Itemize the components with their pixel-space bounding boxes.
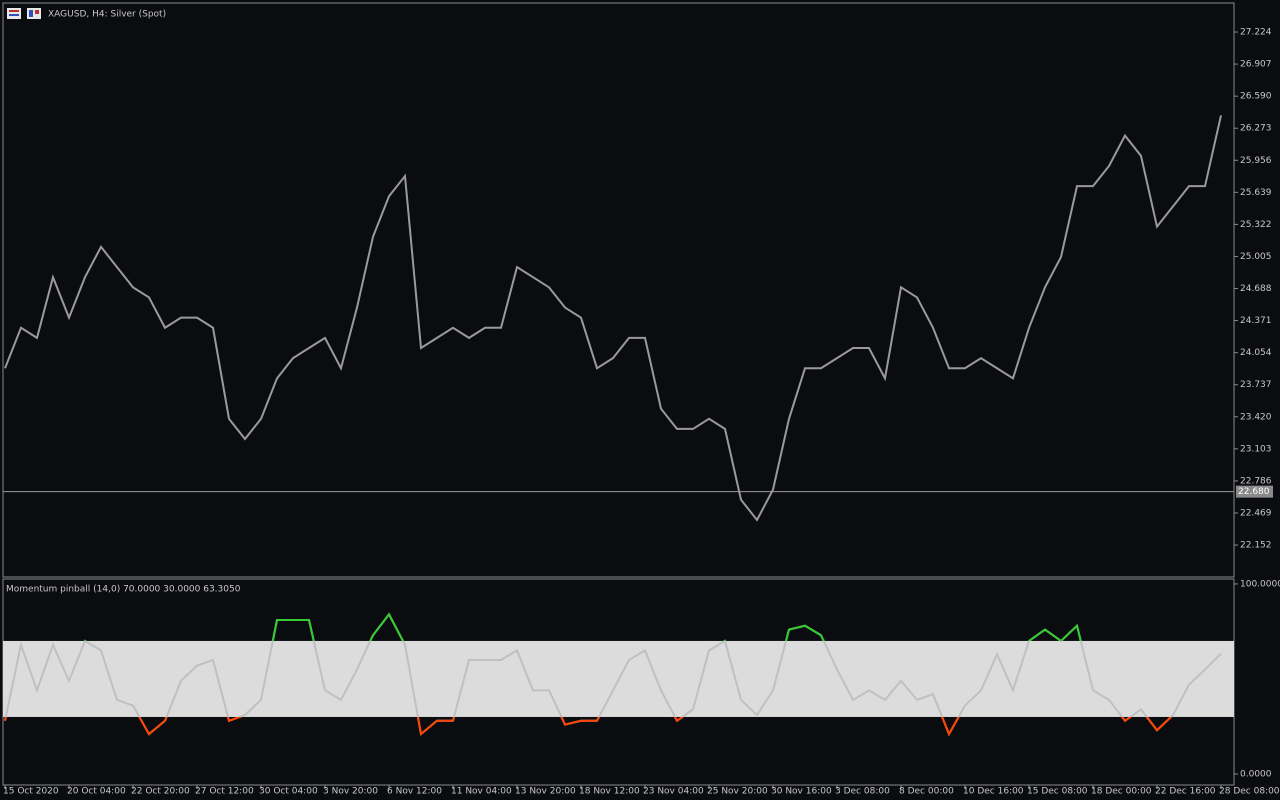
icon [9,10,19,12]
icon [35,10,39,14]
x-tick-label: 11 Nov 04:00 [451,787,512,797]
current-price-label: 22.680 [1238,487,1270,497]
x-tick-label: 28 Dec 08:00 [1219,787,1280,797]
y-tick-label: 26.907 [1240,60,1272,70]
price-panel-frame [2,2,1235,578]
y-tick-label: 25.005 [1240,252,1272,262]
x-tick-label: 25 Nov 20:00 [707,787,768,797]
x-tick-label: 27 Oct 12:00 [195,787,254,797]
y-tick-label: 23.103 [1240,444,1272,454]
x-tick-label: 20 Oct 04:00 [67,787,126,797]
icon [27,8,41,19]
y-tick-label: 100.0000 [1240,579,1280,589]
indicator-line [4,612,1222,737]
x-tick-label: 13 Nov 20:00 [515,787,576,797]
indicator-title: Momentum pinball (14,0) 70.0000 30.0000 … [6,585,241,595]
y-tick-label: 26.273 [1240,124,1272,134]
price-line [4,115,1222,522]
x-tick-label: 15 Oct 2020 [3,787,59,797]
y-tick-label: 24.054 [1240,348,1272,358]
y-tick-label: 0.0000 [1240,769,1272,779]
current-price-box [1236,485,1273,498]
y-tick-label: 23.420 [1240,412,1272,422]
window-icons [7,8,41,19]
icon [9,14,19,16]
icon [7,8,21,19]
y-tick-label: 23.737 [1240,380,1272,390]
x-tick-label: 3 Dec 08:00 [835,787,890,797]
y-tick-label: 24.688 [1240,284,1272,294]
x-tick-label: 6 Nov 12:00 [387,787,442,797]
x-tick-label: 18 Nov 12:00 [579,787,640,797]
x-tick-label: 23 Nov 04:00 [643,787,704,797]
chart-title: XAGUSD, H4: Silver (Spot) [48,10,166,20]
x-tick-label: 15 Dec 08:00 [1027,787,1088,797]
x-tick-label: 18 Dec 00:00 [1091,787,1152,797]
x-tick-label: 30 Nov 16:00 [771,787,832,797]
y-tick-label: 22.469 [1240,508,1272,518]
y-tick-label: 22.786 [1240,476,1272,486]
y-tick-label: 25.956 [1240,156,1272,166]
x-tick-label: 22 Dec 16:00 [1155,787,1216,797]
x-tick-label: 3 Nov 20:00 [323,787,378,797]
x-tick-label: 10 Dec 16:00 [963,787,1024,797]
y-tick-label: 22.152 [1240,541,1272,551]
icon [29,10,33,17]
y-tick-label: 25.322 [1240,220,1272,230]
x-tick-label: 30 Oct 04:00 [259,787,318,797]
y-tick-label: 25.639 [1240,188,1272,198]
x-tick-label: 8 Dec 00:00 [899,787,954,797]
y-tick-label: 26.590 [1240,92,1272,102]
y-tick-label: 24.371 [1240,316,1272,326]
y-tick-label: 27.224 [1240,28,1272,38]
x-tick-label: 22 Oct 20:00 [131,787,190,797]
